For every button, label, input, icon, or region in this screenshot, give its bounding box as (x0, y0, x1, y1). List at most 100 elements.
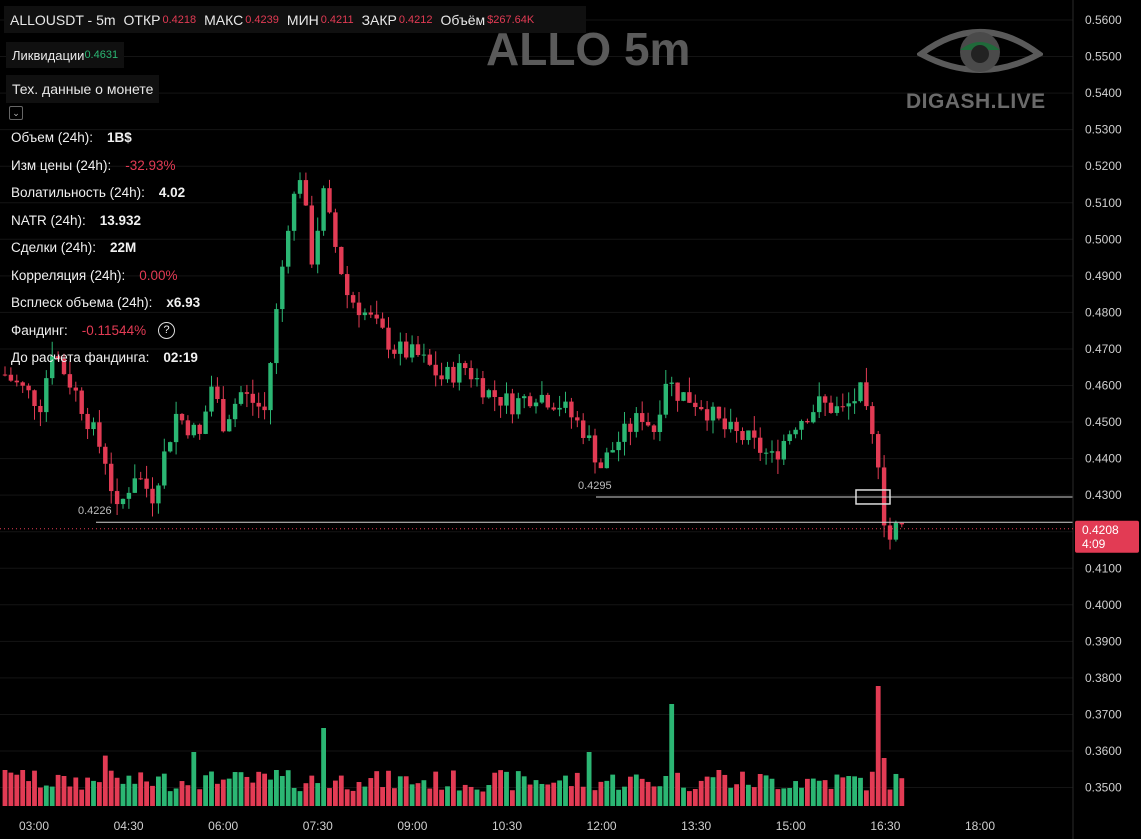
candle-body (262, 406, 267, 411)
stat-correlation: Корреляция (24h): 0.00% (11, 262, 200, 290)
candle-body (716, 406, 722, 419)
price-axis: 0.5600 0.5500 0.5400 0.5300 0.5200 0.5100 0.50… (1072, 0, 1122, 839)
stat-volatility: Волатильность (24h): 4.02 (11, 179, 200, 207)
volume-bar (681, 787, 686, 806)
volume-bar (439, 789, 444, 806)
volume-bar (569, 786, 574, 806)
volume-bar (474, 789, 480, 806)
candle-body (805, 420, 810, 423)
candle-body (622, 423, 627, 442)
collapse-chevron-icon[interactable]: ⌄ (9, 106, 23, 120)
volume-bar (462, 784, 468, 806)
candle-body (44, 378, 49, 413)
candle-body (581, 420, 586, 438)
open-value: 0.4218 (162, 13, 197, 26)
ohlc-header: ALLOUSDT - 5m ОТКР 0.4218 МАКС 0.4239 МИ… (4, 6, 586, 33)
stat-value: -32.93% (125, 157, 176, 173)
volume-bar (456, 790, 462, 806)
candle-body (244, 392, 250, 394)
candle-body (315, 230, 320, 265)
volume-bar (445, 786, 450, 806)
volume-bar (309, 775, 315, 806)
candle-body (209, 386, 214, 412)
volume-bar (864, 790, 869, 806)
volume-bar (344, 789, 350, 806)
time-tick-label: 03:00 (19, 819, 49, 833)
coin-data-button[interactable]: Тех. данные о монете (6, 75, 160, 103)
volume-bar (793, 781, 798, 806)
candle-body (811, 412, 816, 423)
candle-body (893, 522, 899, 540)
price-tick-label: 0.5400 (1085, 86, 1122, 100)
volume-bar (504, 771, 509, 806)
candle-body (675, 382, 680, 401)
volume-bar (144, 781, 149, 806)
volume-bar (746, 784, 751, 806)
volume-bar (67, 786, 73, 806)
liquidations-indicator[interactable]: Ликвидации 0.4631 (6, 42, 125, 68)
volume-bar (698, 780, 704, 806)
volume-bar (374, 771, 380, 806)
candle-body (522, 396, 527, 399)
volume-bar (687, 791, 692, 806)
volume-bar (740, 771, 745, 806)
candle-body (55, 356, 61, 359)
volume-bar (403, 776, 409, 806)
candle-body (392, 349, 397, 354)
volume-bar (215, 783, 220, 806)
candle-body (215, 386, 220, 400)
volume-bar (574, 772, 580, 806)
open-label: ОТКР (123, 11, 161, 28)
volume-value: $267.64K (487, 13, 535, 26)
time-tick-label: 18:00 (965, 819, 995, 833)
eye-logo-icon (917, 29, 1043, 73)
candle-body (321, 188, 326, 231)
candle-body (592, 435, 598, 463)
high-label: МАКС (204, 11, 244, 28)
volume-bar (380, 787, 385, 806)
candle-body (769, 451, 775, 453)
symbol-label[interactable]: ALLOUSDT - 5m (10, 11, 116, 28)
volume-bar (663, 775, 669, 806)
candle-body (286, 230, 291, 267)
volume-bar (822, 780, 828, 806)
volume-bar (321, 728, 326, 806)
volume-bar (203, 775, 208, 806)
candle-body (551, 407, 556, 410)
candle-body (527, 396, 533, 407)
volume-bar (622, 786, 627, 806)
candle-body (628, 423, 633, 432)
candle-body (822, 396, 828, 403)
low-label: МИН (286, 11, 319, 28)
candle-body (303, 180, 309, 206)
time-tick-label: 09:00 (397, 819, 427, 833)
help-icon[interactable]: ? (158, 321, 176, 339)
candle-body (457, 363, 462, 383)
volume-bar (775, 789, 781, 806)
volume-bar (161, 773, 167, 806)
volume-bar (102, 755, 108, 806)
candle-body (368, 312, 373, 315)
price-tick-label: 0.4900 (1085, 269, 1122, 283)
volume-bar (114, 777, 120, 806)
time-tick-label: 15:00 (776, 819, 806, 833)
candle-body (781, 440, 786, 460)
volume-bar (2, 770, 8, 806)
candle-body (616, 441, 621, 451)
price-tick-label: 0.5200 (1085, 159, 1122, 173)
candle-body (693, 402, 698, 408)
candle-body (657, 414, 663, 432)
volume-bar (521, 776, 527, 806)
stat-value: 22M (110, 240, 137, 256)
candle-body (445, 366, 450, 380)
liquidations-value: 0.4631 (84, 49, 119, 61)
volume-bar (451, 770, 456, 806)
candle-body (876, 434, 881, 468)
price-tick-label: 0.4500 (1085, 415, 1122, 429)
candle-body (38, 406, 43, 413)
volume-bar (692, 789, 698, 806)
volume-bar (126, 775, 132, 806)
volume-bar (327, 788, 332, 806)
candle-body (221, 399, 226, 432)
